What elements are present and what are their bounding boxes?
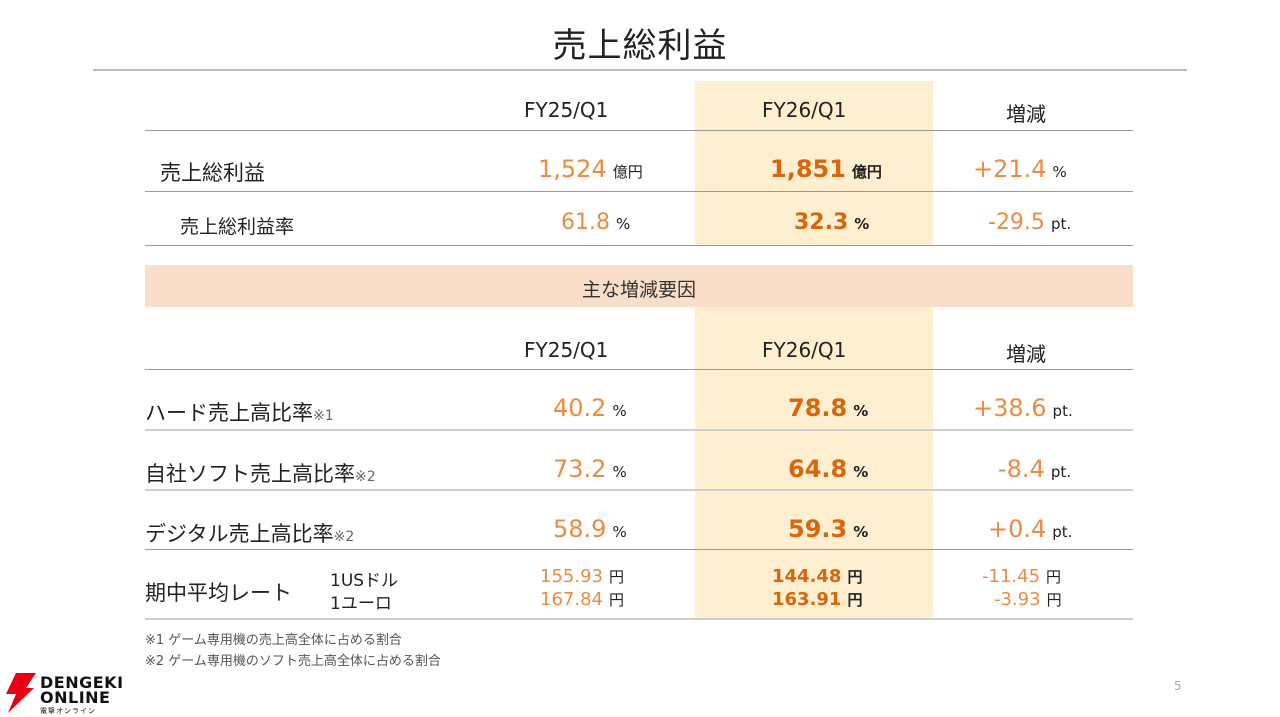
gross-profit-label: 売上総利益 (160, 161, 265, 185)
title-divider (93, 69, 1187, 71)
row-divider (145, 489, 1133, 491)
section-title: 主な増減要因 (581, 279, 696, 301)
footnote-2: ※2 ゲーム専用機のソフト売上高全体に占める割合 (145, 654, 441, 669)
factor-prev: 58.9% (553, 515, 627, 543)
section-band (145, 265, 1133, 307)
header-prev: FY25/Q1 (524, 98, 609, 122)
header-curr: FY26/Q1 (762, 338, 847, 362)
factor-label: デジタル売上高比率※2 (145, 522, 355, 546)
fx-usd-diff: -11.45 円 (982, 566, 1062, 587)
dengeki-online-logo: DENGEKI ONLINE 電撃オンライン (2, 673, 124, 715)
header-prev: FY25/Q1 (524, 338, 609, 362)
slide-title: 売上総利益 (552, 26, 728, 66)
row-divider (145, 549, 1133, 550)
row-divider (145, 369, 1133, 370)
header-curr: FY26/Q1 (762, 98, 847, 122)
fx-usd-curr: 144.48 円 (772, 566, 863, 587)
factor-curr: 59.3% (788, 515, 869, 543)
gross-margin-curr: 32.3% (794, 210, 870, 235)
gross-margin-prev: 61.8% (561, 210, 631, 235)
highlight-column-top (695, 81, 933, 245)
logo-line1: DENGEKI (40, 673, 124, 692)
gross-profit-diff: +21.4% (973, 155, 1067, 183)
footnote-1: ※1 ゲーム専用機の売上高全体に占める割合 (145, 633, 402, 648)
logo-line2: ONLINE (40, 688, 111, 707)
row-divider (145, 245, 1133, 246)
gross-margin-diff: -29.5 pt. (988, 210, 1072, 235)
factor-label: 自社ソフト売上高比率※2 (145, 462, 376, 486)
fx-eur-prev: 167.84 円 (540, 589, 624, 610)
factor-curr: 64.8% (788, 455, 869, 483)
header-diff: 増減 (1006, 102, 1046, 126)
factor-prev: 73.2% (553, 455, 627, 483)
row-divider (145, 191, 1133, 192)
factor-diff: +38.6 pt. (973, 394, 1073, 422)
gross-profit-curr: 1,851 億円 (770, 155, 882, 183)
fx-eur-curr: 163.91 円 (772, 589, 863, 610)
lightning-icon (6, 673, 36, 713)
page-number: 5 (1174, 679, 1182, 693)
factor-curr: 78.8% (788, 394, 869, 422)
fx-usd-label: 1USドル (330, 571, 399, 591)
factor-diff: -8.4 pt. (998, 455, 1071, 483)
row-divider (145, 618, 1133, 620)
gross-margin-label: 売上総利益率 (180, 216, 295, 238)
gross-profit-prev: 1,524 億円 (538, 155, 643, 183)
highlight-column-bottom (695, 307, 933, 620)
logo-sub: 電撃オンライン (40, 707, 96, 715)
factor-prev: 40.2% (553, 394, 627, 422)
fx-eur-diff: -3.93 円 (994, 589, 1062, 610)
row-divider (145, 429, 1133, 431)
fx-eur-label: 1ユーロ (330, 594, 392, 614)
fx-usd-prev: 155.93 円 (540, 566, 624, 587)
header-diff: 増減 (1006, 342, 1046, 366)
factor-label: ハード売上高比率※1 (145, 401, 334, 425)
fx-label: 期中平均レート (145, 581, 292, 605)
row-divider (145, 130, 1133, 131)
factor-diff: +0.4 pt. (988, 515, 1073, 543)
